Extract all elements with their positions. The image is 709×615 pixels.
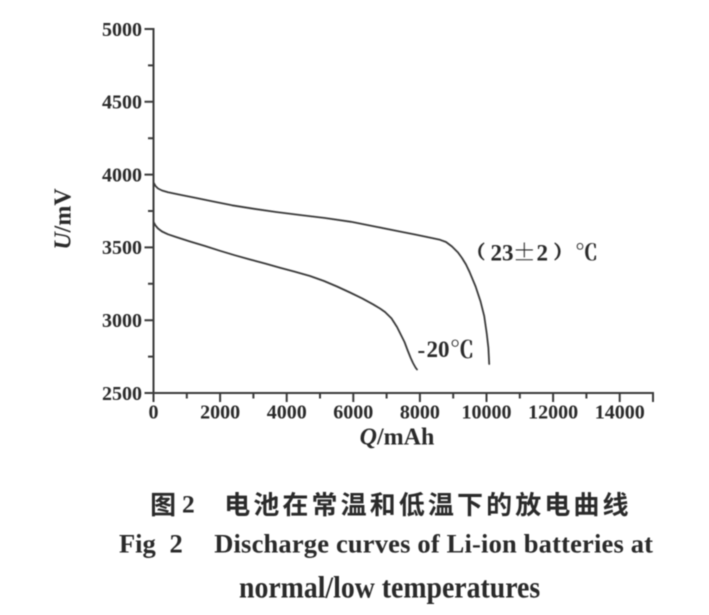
svg-text:Q/mAh: Q/mAh: [360, 425, 435, 451]
svg-text:5000: 5000: [102, 19, 142, 41]
svg-text:4500: 4500: [102, 92, 142, 114]
svg-text:23: 23: [491, 241, 514, 266]
svg-text:2: 2: [182, 491, 195, 519]
svg-text:2000: 2000: [200, 402, 240, 424]
svg-text:20: 20: [427, 337, 450, 362]
svg-text:3500: 3500: [102, 237, 142, 259]
svg-text:Fig: Fig: [119, 529, 156, 559]
svg-text:2: 2: [537, 241, 549, 266]
svg-text:4000: 4000: [102, 164, 142, 186]
svg-text:Discharge curves of Li-ion bat: Discharge curves of Li-ion batteries at: [214, 529, 653, 559]
svg-text:4000: 4000: [267, 402, 307, 424]
svg-text:0: 0: [149, 402, 159, 424]
svg-text:U/mV: U/mV: [51, 188, 77, 250]
svg-text:-: -: [418, 338, 426, 363]
svg-text:14000: 14000: [595, 402, 645, 424]
svg-text:2500: 2500: [102, 383, 142, 405]
svg-text:8000: 8000: [400, 402, 440, 424]
svg-text:2: 2: [170, 529, 183, 559]
svg-text:normal/low temperatures: normal/low temperatures: [239, 571, 540, 605]
svg-text:10000: 10000: [462, 402, 512, 424]
svg-text:12000: 12000: [528, 402, 578, 424]
svg-text:6000: 6000: [333, 402, 373, 424]
svg-text:3000: 3000: [102, 310, 142, 332]
